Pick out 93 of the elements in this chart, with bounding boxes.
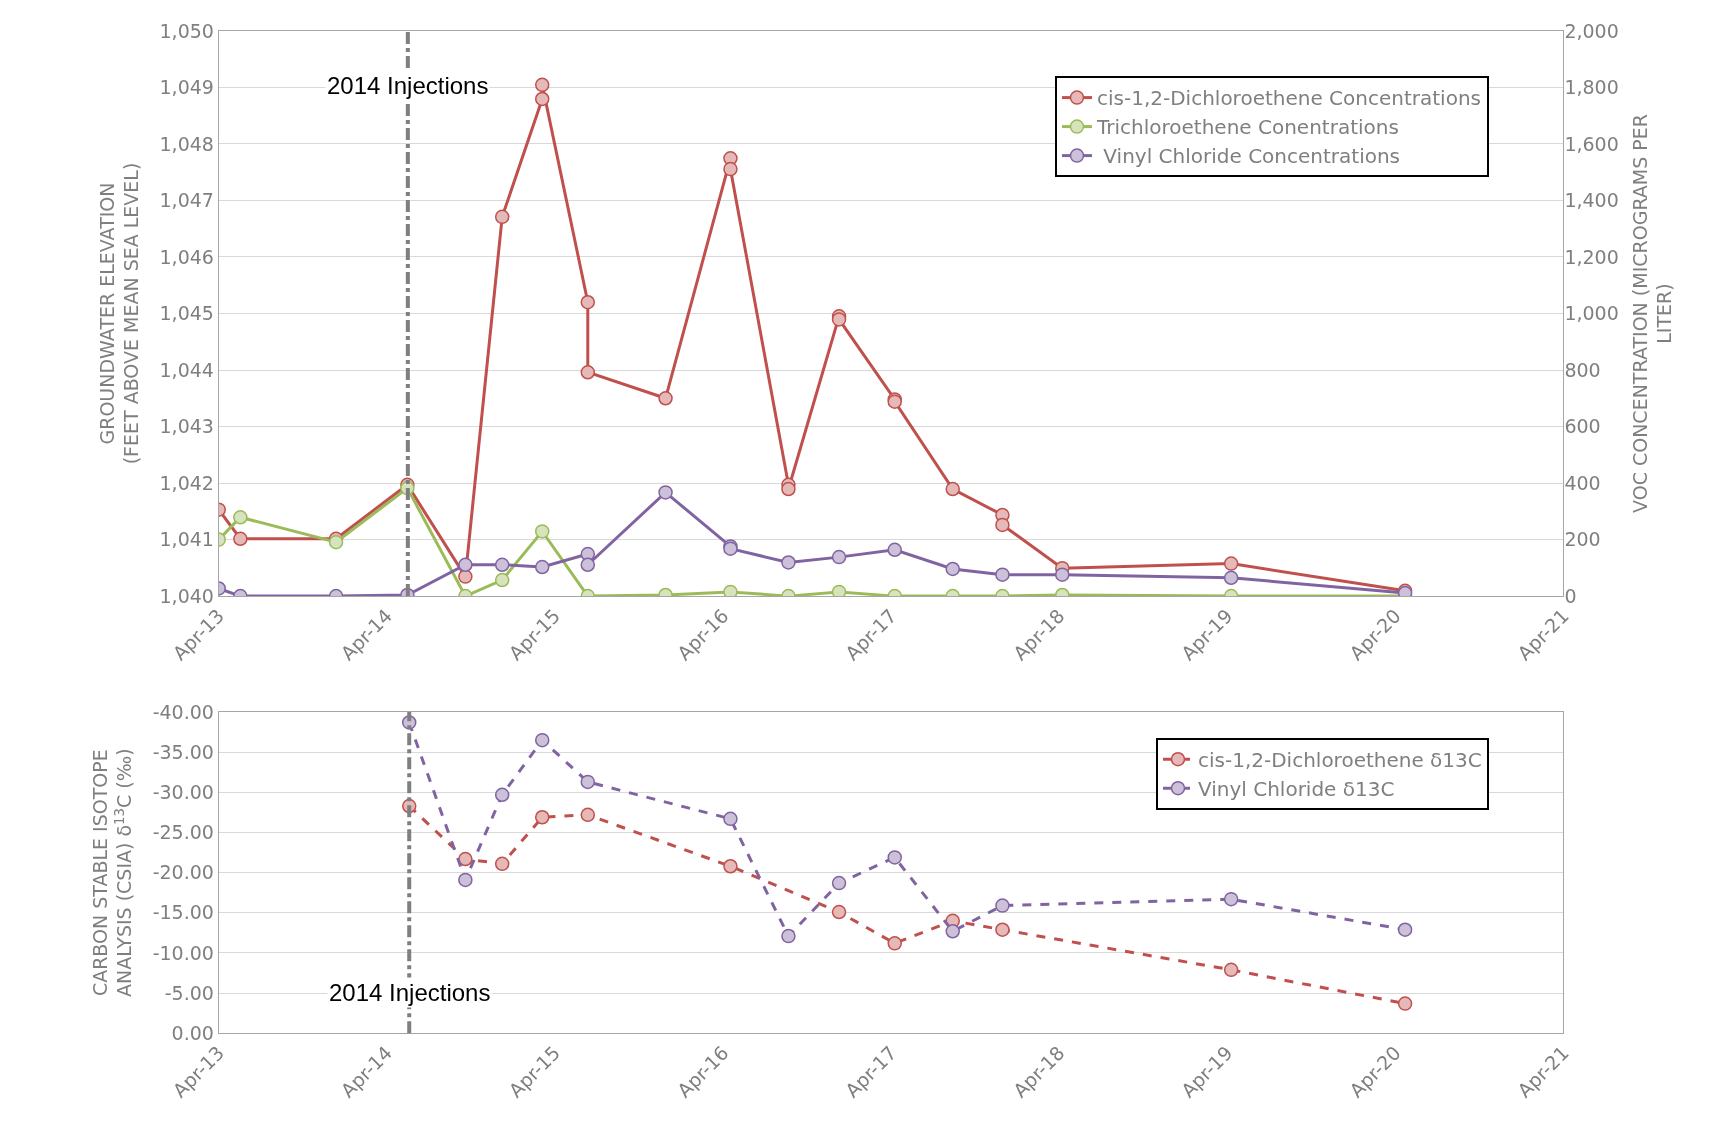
point xyxy=(233,531,248,546)
y-axis-title: GROUNDWATER ELEVATION (FEET ABOVE MEAN SEA LEVEL) xyxy=(95,162,143,465)
legend-label: cis-1,2-Dichloroethene Concentrations xyxy=(1096,86,1482,111)
point xyxy=(723,584,738,597)
point xyxy=(887,850,902,865)
point xyxy=(723,811,738,827)
y-tick-label: -5.00 xyxy=(164,981,214,1004)
point xyxy=(1223,962,1239,978)
point xyxy=(458,557,473,572)
point xyxy=(580,294,596,310)
point xyxy=(580,807,596,823)
point xyxy=(534,91,550,107)
point xyxy=(534,559,550,575)
point xyxy=(658,485,673,500)
point xyxy=(658,391,673,406)
point xyxy=(494,557,510,572)
point xyxy=(723,859,738,874)
y-tick-label: 1,046 xyxy=(159,245,214,268)
point xyxy=(1223,891,1239,907)
y-tick-label: 1,048 xyxy=(159,132,214,155)
point xyxy=(580,365,596,380)
y-tick-label: 0.00 xyxy=(171,1021,214,1044)
y-tick-label: 1,050 xyxy=(159,19,214,42)
y2-tick-label: 200 xyxy=(1564,528,1601,551)
y2-tick-label: 1,200 xyxy=(1564,245,1619,268)
point xyxy=(831,904,847,920)
point xyxy=(494,572,510,588)
y2-tick-label: 2,000 xyxy=(1564,19,1619,42)
y-tick-label: 1,040 xyxy=(159,584,214,607)
point xyxy=(458,851,473,867)
point xyxy=(233,510,248,525)
point xyxy=(831,875,847,891)
point xyxy=(945,924,960,939)
legend-label: Trichloroethene Conentrations xyxy=(1095,115,1399,140)
point xyxy=(995,898,1010,913)
y2-tick-label: 1,600 xyxy=(1564,132,1619,155)
y2-tick-label: 1,400 xyxy=(1564,189,1619,212)
y-tick-label: 1,045 xyxy=(159,302,214,325)
point xyxy=(995,922,1010,937)
point xyxy=(831,549,847,565)
y-tick-label: 1,044 xyxy=(159,358,214,381)
point xyxy=(1223,556,1239,571)
y-tick-label: -20.00 xyxy=(152,861,214,884)
point xyxy=(580,557,596,572)
y-tick-label: -30.00 xyxy=(152,781,214,804)
ref-line-label: 2014 Injections xyxy=(327,72,489,99)
point xyxy=(494,856,510,872)
y-tick-label: 1,049 xyxy=(159,76,214,99)
y-tick-label: 1,047 xyxy=(159,189,214,212)
ref-line-label: 2014 Injections xyxy=(329,979,491,1006)
y-tick-label: 1,041 xyxy=(159,528,214,551)
legend-label: Vinyl Chloride Concentrations xyxy=(1096,144,1401,169)
point xyxy=(831,584,847,597)
y2-tick-label: 800 xyxy=(1564,358,1601,381)
point xyxy=(1055,567,1070,582)
y-tick-label: 1,042 xyxy=(159,471,214,494)
y-tick-label: -35.00 xyxy=(152,740,214,763)
point xyxy=(781,481,796,497)
point xyxy=(458,872,473,888)
point xyxy=(534,77,550,93)
y2-tick-label: 400 xyxy=(1564,471,1601,494)
y2-tick-label: 1,800 xyxy=(1564,76,1619,99)
point xyxy=(887,542,902,558)
y-tick-label: -25.00 xyxy=(152,821,214,844)
point xyxy=(1223,570,1239,585)
point xyxy=(781,555,796,570)
point xyxy=(328,534,344,550)
y-tick-label: -15.00 xyxy=(152,901,214,924)
point xyxy=(534,524,550,539)
point xyxy=(945,481,960,497)
point xyxy=(887,936,902,951)
y2-tick-label: 600 xyxy=(1564,415,1601,438)
y-tick-label: 1,043 xyxy=(159,415,214,438)
point xyxy=(534,810,550,825)
point xyxy=(494,209,510,225)
point xyxy=(995,517,1010,533)
point xyxy=(458,569,473,584)
y-tick-label: -40.00 xyxy=(152,700,214,723)
point xyxy=(781,928,796,944)
y2-tick-label: 0 xyxy=(1564,584,1577,607)
point xyxy=(534,732,550,748)
point xyxy=(1397,922,1413,937)
point xyxy=(494,787,510,803)
point xyxy=(945,561,960,577)
legend-label: cis-1,2-Dichloroethene δ13C xyxy=(1197,748,1482,773)
point xyxy=(580,774,596,790)
point xyxy=(1397,996,1413,1011)
point xyxy=(995,567,1010,582)
legend-label: Vinyl Chloride δ13C xyxy=(1197,777,1395,802)
y2-tick-label: 1,000 xyxy=(1564,302,1619,325)
y2-axis-title: VOC CONCENTRATION (MICROGRAMS PER LITER) xyxy=(1628,114,1676,513)
y-tick-label: -10.00 xyxy=(152,941,214,964)
point xyxy=(723,161,738,177)
